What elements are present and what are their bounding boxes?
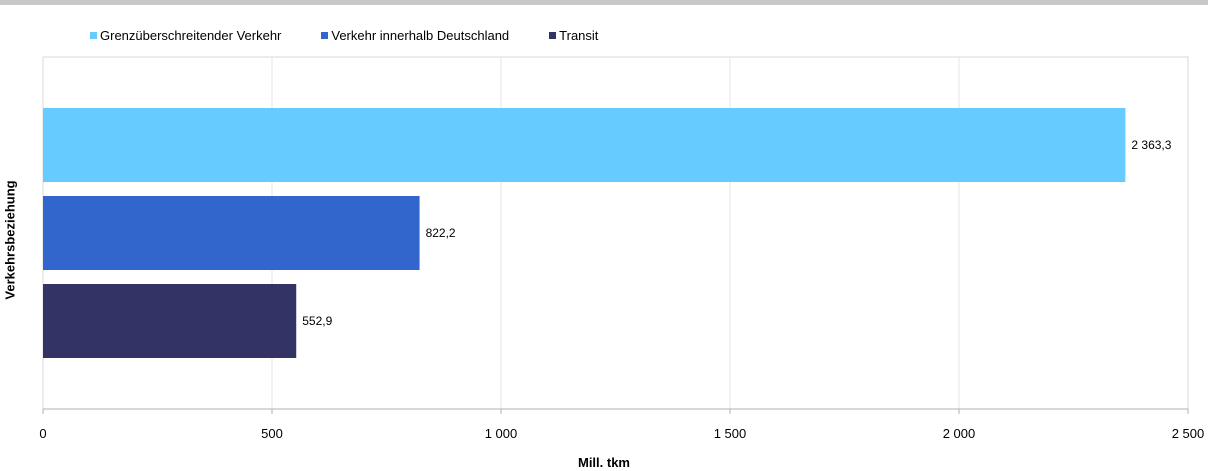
x-tick-label: 2 500 [1172, 426, 1205, 441]
legend-swatch [549, 31, 557, 39]
x-axis-label: Mill. tkm [577, 455, 630, 470]
x-tick-label: 1 500 [714, 426, 747, 441]
legend-label: Verkehr innerhalb Deutschland [331, 27, 510, 43]
chart-legend: Grenzüberschreitender Verkehr Verkehr inn… [90, 26, 598, 44]
legend-label: Transit [559, 27, 599, 43]
bar-value-label: 552,9 [302, 314, 332, 328]
bar [43, 284, 297, 358]
top-strip [0, 0, 1208, 5]
legend-item: Verkehr innerhalb Deutschland [321, 28, 509, 43]
legend-item: Grenzüberschreitender Verkehr [90, 28, 281, 43]
bar [43, 196, 420, 270]
x-tick-label: 1 000 [485, 426, 518, 441]
x-tick-label: 0 [39, 426, 46, 441]
x-tick-label: 500 [261, 426, 283, 441]
bar-value-label: 822,2 [426, 226, 456, 240]
legend-item: Transit [549, 28, 598, 43]
bar [43, 108, 1126, 182]
legend-label: Grenzüberschreitender Verkehr [100, 27, 282, 43]
x-tick-label: 2 000 [943, 426, 976, 441]
bar-value-label: 2 363,3 [1131, 138, 1171, 152]
legend-swatch [321, 31, 329, 39]
y-axis-label: Verkehrsbeziehung [2, 180, 18, 300]
legend-swatch [90, 31, 97, 39]
